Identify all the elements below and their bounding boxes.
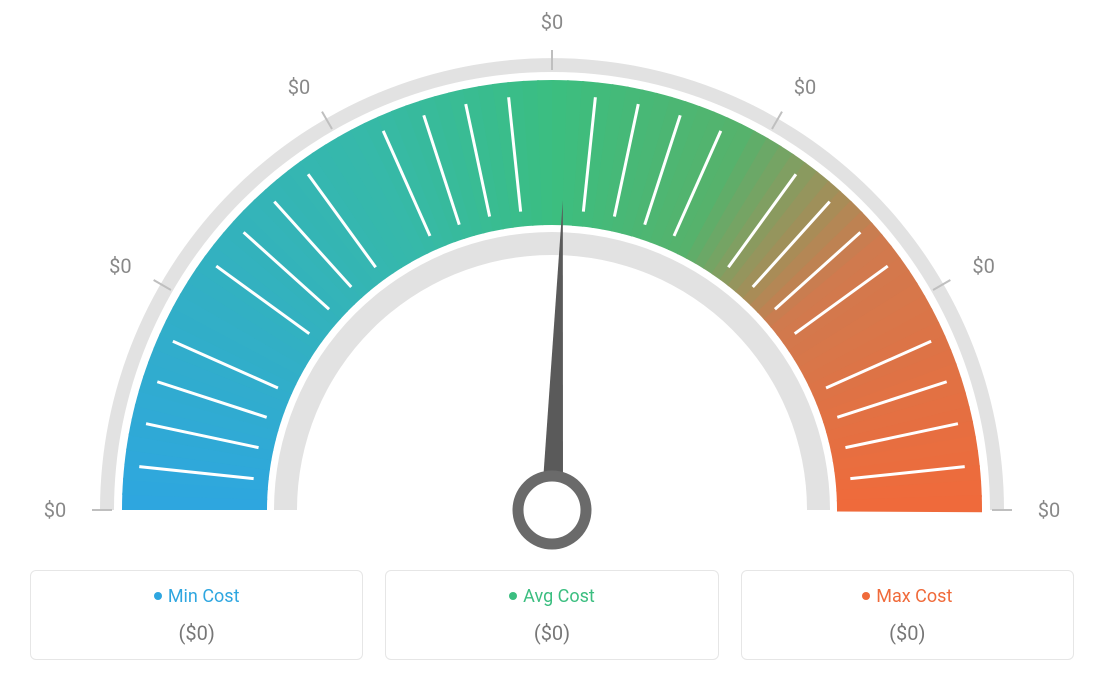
legend-value-avg: ($0) [396, 621, 707, 645]
gauge-scale-label: $0 [288, 75, 310, 99]
gauge-chart: $0 $0 $0 $0 $0 $0 $0 [0, 0, 1104, 560]
legend-dot-max [862, 592, 870, 600]
legend-label-min: Min Cost [168, 586, 240, 607]
gauge-svg [0, 0, 1104, 560]
gauge-scale-label: $0 [541, 10, 563, 34]
gauge-scale-label: $0 [44, 498, 66, 522]
gauge-scale-label: $0 [109, 254, 131, 278]
legend-card-max: Max Cost ($0) [741, 570, 1074, 660]
legend-label-avg: Avg Cost [523, 586, 595, 607]
legend-label-max: Max Cost [876, 586, 952, 607]
gauge-scale-label: $0 [794, 75, 816, 99]
legend-value-max: ($0) [752, 621, 1063, 645]
gauge-scale-label: $0 [972, 254, 994, 278]
legend-title-min: Min Cost [154, 586, 240, 607]
legend-row: Min Cost ($0) Avg Cost ($0) Max Cost ($0… [30, 570, 1074, 660]
legend-card-avg: Avg Cost ($0) [385, 570, 718, 660]
legend-dot-min [154, 592, 162, 600]
legend-dot-avg [509, 592, 517, 600]
legend-title-max: Max Cost [862, 586, 952, 607]
legend-value-min: ($0) [41, 621, 352, 645]
legend-title-avg: Avg Cost [509, 586, 595, 607]
gauge-scale-label: $0 [1038, 498, 1060, 522]
cost-gauge-widget: $0 $0 $0 $0 $0 $0 $0 Min Cost ($0) Avg Cost ($… [0, 0, 1104, 690]
legend-card-min: Min Cost ($0) [30, 570, 363, 660]
